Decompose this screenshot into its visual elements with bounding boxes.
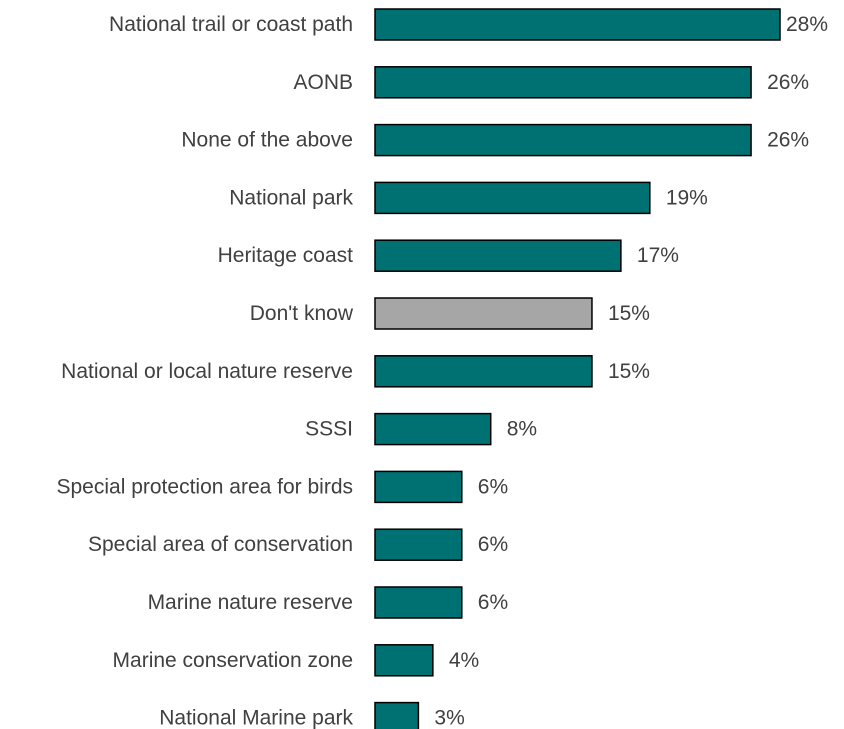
value-label-national-marine-park: 3% bbox=[434, 707, 464, 729]
value-label-national-trail-or-coast-path: 28% bbox=[786, 13, 828, 36]
bar-don-t-know bbox=[374, 297, 593, 330]
value-label-marine-conservation-zone: 4% bbox=[449, 649, 479, 672]
value-label-none-of-the-above: 26% bbox=[767, 129, 809, 152]
value-label-special-protection-area-for-birds: 6% bbox=[478, 475, 508, 498]
value-label-national-or-local-nature-reserve: 15% bbox=[608, 360, 650, 383]
bar-sssi bbox=[374, 412, 492, 446]
bar-none-of-the-above bbox=[374, 123, 752, 157]
bar-national-trail-or-coast-path bbox=[374, 8, 781, 41]
bar-heritage-coast bbox=[374, 239, 622, 272]
bar-special-area-of-conservation bbox=[374, 528, 463, 561]
bar-marine-nature-reserve bbox=[374, 586, 463, 619]
category-label-special-protection-area-for-birds: Special protection area for birds bbox=[57, 475, 354, 498]
bar-marine-conservation-zone bbox=[374, 644, 434, 677]
bar-national-park bbox=[374, 181, 651, 215]
value-label-national-park: 19% bbox=[666, 186, 708, 209]
bar-special-protection-area-for-birds bbox=[374, 470, 463, 504]
category-label-marine-conservation-zone: Marine conservation zone bbox=[113, 649, 353, 672]
category-label-national-or-local-nature-reserve: National or local nature reserve bbox=[61, 360, 353, 383]
value-label-sssi: 8% bbox=[507, 418, 537, 441]
value-label-heritage-coast: 17% bbox=[637, 244, 679, 267]
bars-group: National trail or coast path 28% AONB 26% No… bbox=[57, 8, 828, 729]
category-label-aonb: AONB bbox=[293, 71, 353, 94]
category-label-heritage-coast: Heritage coast bbox=[218, 244, 354, 267]
category-label-sssi: SSSI bbox=[305, 418, 353, 441]
category-label-don-t-know: Don't know bbox=[250, 302, 354, 325]
category-label-national-marine-park: National Marine park bbox=[159, 707, 353, 729]
bar-aonb bbox=[374, 66, 752, 99]
category-label-national-trail-or-coast-path: National trail or coast path bbox=[109, 13, 353, 36]
value-label-marine-nature-reserve: 6% bbox=[478, 591, 508, 614]
category-label-marine-nature-reserve: Marine nature reserve bbox=[148, 591, 353, 614]
value-label-special-area-of-conservation: 6% bbox=[478, 533, 508, 556]
category-label-special-area-of-conservation: Special area of conservation bbox=[88, 533, 353, 556]
category-label-none-of-the-above: None of the above bbox=[181, 129, 353, 152]
bar-national-or-local-nature-reserve bbox=[374, 355, 593, 388]
value-label-don-t-know: 15% bbox=[608, 302, 650, 325]
value-label-aonb: 26% bbox=[767, 71, 809, 94]
bar-national-marine-park bbox=[374, 701, 420, 729]
category-label-national-park: National park bbox=[229, 186, 353, 209]
